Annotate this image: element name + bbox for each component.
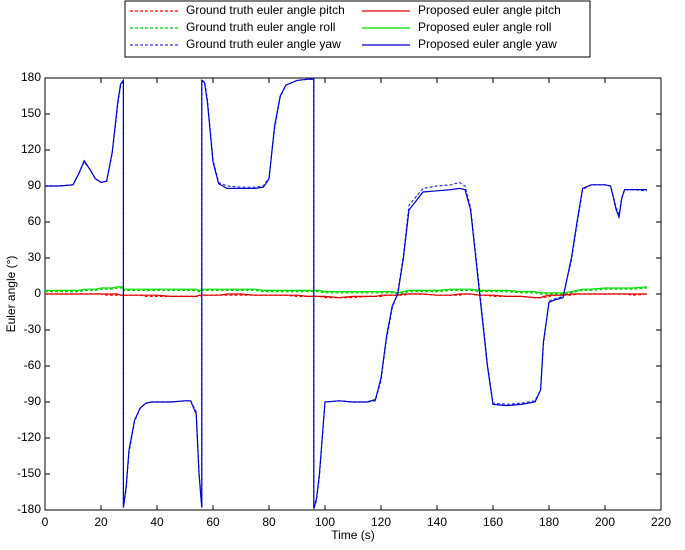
x-tick-label: 220 bbox=[651, 515, 671, 529]
x-tick-label: 100 bbox=[315, 515, 335, 529]
x-tick-label: 160 bbox=[483, 515, 503, 529]
legend-label: Proposed euler angle yaw bbox=[418, 37, 557, 51]
data-line bbox=[45, 293, 647, 299]
y-tick-label: 180 bbox=[21, 70, 41, 84]
data-line bbox=[45, 78, 647, 509]
y-tick-label: -90 bbox=[24, 394, 42, 408]
x-tick-label: 140 bbox=[427, 515, 447, 529]
x-tick-label: 200 bbox=[595, 515, 615, 529]
legend-box bbox=[124, 0, 591, 58]
x-axis-label: Time (s) bbox=[331, 528, 375, 542]
x-tick-label: 0 bbox=[42, 515, 49, 529]
y-tick-label: 60 bbox=[28, 214, 42, 228]
legend-label: Ground truth euler angle roll bbox=[186, 20, 335, 34]
x-tick-label: 180 bbox=[539, 515, 559, 529]
legend-label: Ground truth euler angle yaw bbox=[186, 37, 341, 51]
y-tick-label: -120 bbox=[17, 430, 41, 444]
y-tick-label: 30 bbox=[28, 250, 42, 264]
data-line bbox=[45, 286, 648, 294]
x-tick-label: 80 bbox=[262, 515, 276, 529]
data-line bbox=[45, 287, 648, 295]
y-tick-label: -60 bbox=[24, 358, 42, 372]
x-tick-label: 20 bbox=[94, 515, 108, 529]
y-tick-label: 120 bbox=[21, 142, 41, 156]
legend-label: Ground truth euler angle pitch bbox=[186, 3, 345, 17]
x-tick-label: 40 bbox=[150, 515, 164, 529]
y-tick-label: -180 bbox=[17, 502, 41, 516]
y-tick-label: -150 bbox=[17, 466, 41, 480]
legend-label: Proposed euler angle roll bbox=[418, 20, 551, 34]
y-tick-label: 150 bbox=[21, 106, 41, 120]
x-tick-label: 60 bbox=[206, 515, 220, 529]
legend-label: Proposed euler angle pitch bbox=[418, 3, 561, 17]
y-tick-label: -30 bbox=[24, 322, 42, 336]
x-tick-label: 120 bbox=[371, 515, 391, 529]
y-axis-label: Euler angle (°) bbox=[4, 256, 18, 333]
y-tick-label: 0 bbox=[34, 286, 41, 300]
y-tick-label: 90 bbox=[28, 178, 42, 192]
